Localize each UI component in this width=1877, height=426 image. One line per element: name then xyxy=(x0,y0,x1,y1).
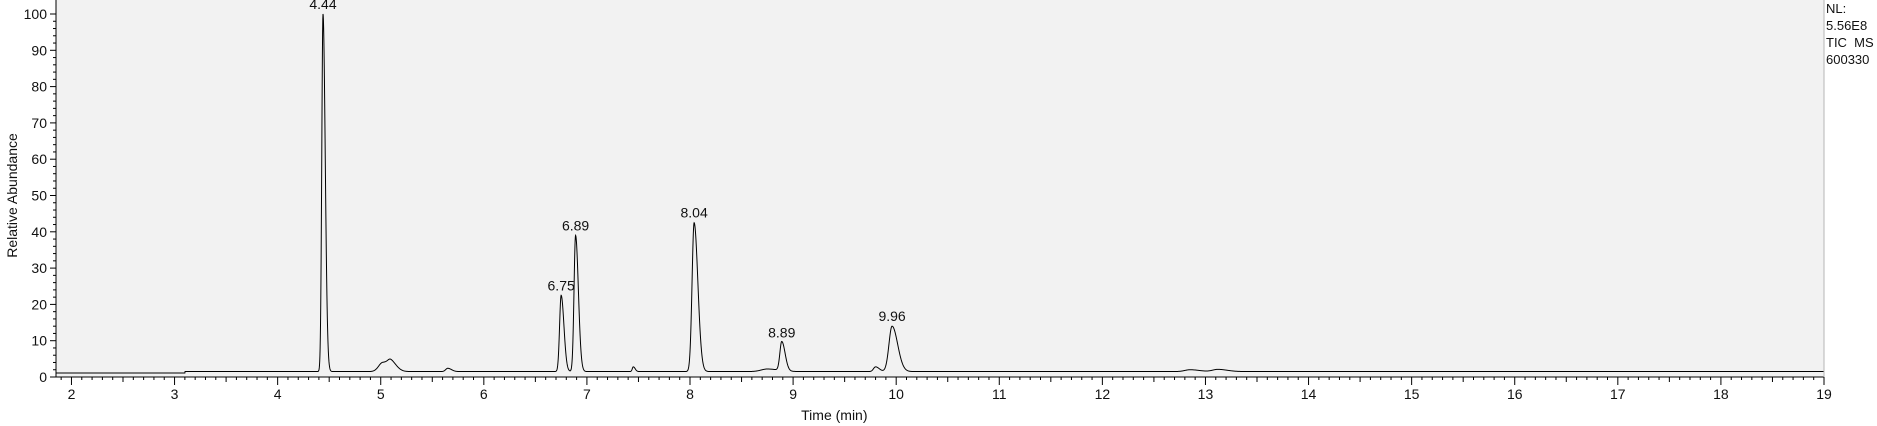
x-tick-label: 5 xyxy=(377,386,385,402)
plot-area xyxy=(56,0,1824,377)
y-tick-label: 80 xyxy=(31,79,47,95)
y-tick-label: 20 xyxy=(31,296,47,312)
x-tick-label: 11 xyxy=(992,386,1007,402)
peak-label: 4.44 xyxy=(309,0,336,12)
x-tick-label: 7 xyxy=(583,386,591,402)
peak-label: 8.04 xyxy=(681,205,708,221)
peak-labels: 4.44 6.75 6.89 8.04 8.89 9.96 xyxy=(309,0,906,341)
x-tick-label: 8 xyxy=(686,386,694,402)
y-tick-label: 60 xyxy=(31,151,47,167)
x-tick-label: 16 xyxy=(1507,386,1523,402)
x-tick-label: 4 xyxy=(274,386,282,402)
y-tick-label: 0 xyxy=(39,369,47,385)
peak-label: 6.75 xyxy=(548,277,575,293)
y-tick-label: 10 xyxy=(31,333,47,349)
x-tick-label: 10 xyxy=(888,386,904,402)
x-axis-ticks: 2 3 4 5 6 7 8 9 10 11 12 13 14 15 16 17 18 19 xyxy=(60,377,1832,402)
peak-label: 8.89 xyxy=(768,325,795,341)
peak-label: 6.89 xyxy=(562,217,589,233)
file-name: 600330 xyxy=(1826,52,1870,67)
y-tick-label: 50 xyxy=(31,188,47,204)
x-tick-label: 12 xyxy=(1095,386,1111,402)
x-tick-label: 14 xyxy=(1301,386,1317,402)
nl-value: 5.56E8 xyxy=(1826,18,1868,33)
x-tick-label: 3 xyxy=(171,386,179,402)
y-axis-ticks: 0 10 20 30 40 50 60 70 80 90 100 xyxy=(24,6,56,385)
tic-trace xyxy=(56,13,1824,374)
x-tick-label: 18 xyxy=(1713,386,1729,402)
x-tick-label: 2 xyxy=(68,386,76,402)
y-axis-title: Relative Abundance xyxy=(4,133,20,258)
x-tick-label: 15 xyxy=(1404,386,1420,402)
y-tick-label: 70 xyxy=(31,115,47,131)
x-axis-title: Time (min) xyxy=(801,407,867,423)
nl-label: NL: xyxy=(1826,1,1847,16)
y-tick-label: 30 xyxy=(31,260,47,276)
x-tick-label: 17 xyxy=(1610,386,1626,402)
x-tick-label: 13 xyxy=(1198,386,1214,402)
y-tick-label: 90 xyxy=(31,42,47,58)
x-tick-label: 6 xyxy=(480,386,488,402)
x-tick-label: 19 xyxy=(1816,386,1832,402)
scan-filter: TIC MS xyxy=(1826,35,1874,50)
scan-info-panel: NL: 5.56E8 TIC MS 600330 xyxy=(1826,0,1874,68)
y-tick-label: 100 xyxy=(24,6,48,22)
x-tick-label: 9 xyxy=(789,386,797,402)
y-tick-label: 40 xyxy=(31,224,47,240)
peak-label: 9.96 xyxy=(878,308,905,324)
